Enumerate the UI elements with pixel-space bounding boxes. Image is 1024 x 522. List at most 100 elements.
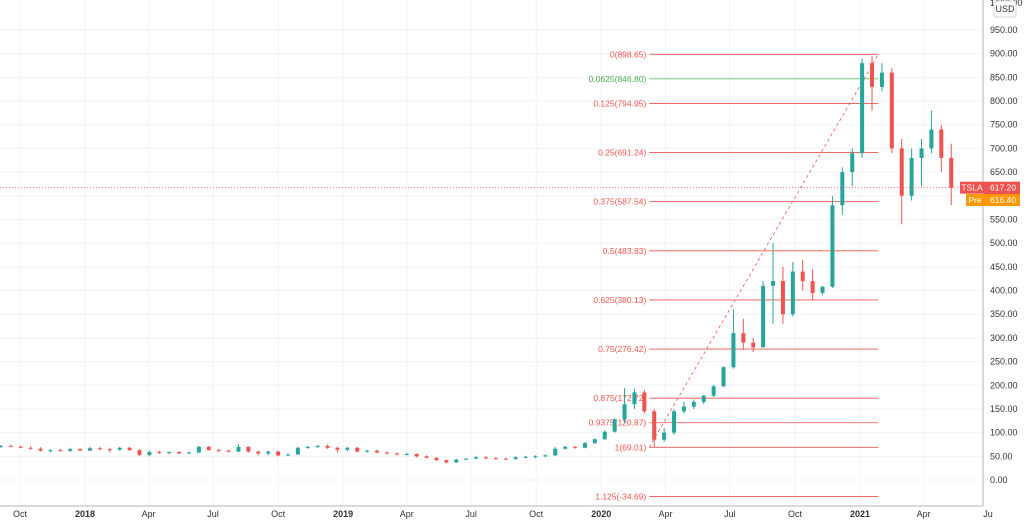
candle [167,451,172,455]
candle [573,445,578,449]
x-tick-label: Oct [271,509,286,519]
fib-level-label: 0.875(172.72) [593,393,646,403]
candle [820,285,825,296]
grid-lines [0,0,983,506]
candle [810,269,815,300]
time-axis[interactable]: Oct 2018 Apr Jul Oct 2019 Apr Jul Oct 2020 Apr Jul O… [13,509,993,519]
candle [612,418,617,433]
candle [681,401,686,414]
fib-trend-line[interactable] [648,54,879,448]
candle [474,455,479,460]
svg-text:617.20: 617.20 [990,183,1016,193]
candle [8,444,13,448]
candle [236,444,241,453]
fib-level-label: 0.375(587.54) [593,197,646,207]
candle [602,430,607,440]
candle [949,143,954,206]
currency-label: USD [995,4,1015,14]
y-tick-label: 650.00 [990,167,1018,177]
candle [18,445,23,449]
candle [701,394,706,405]
candle [483,456,488,460]
candle [899,138,904,225]
y-tick-label: 500.00 [990,238,1018,248]
candle [711,385,716,398]
y-tick-label: 450.00 [990,262,1018,272]
candle [622,388,627,424]
symbol-badge: TSLA [960,181,984,194]
fib-level-label: 0.0625(846.80) [589,74,647,84]
candle [335,446,340,453]
y-tick-label: 550.00 [990,214,1018,224]
candle [285,453,290,457]
candle [870,56,875,111]
y-tick-label: 750.00 [990,120,1018,130]
candle [186,451,191,454]
fibonacci-levels[interactable]: 0(898.65) 0.0625(846.80) 0.125(794.95) 0.25… [589,49,879,501]
candle [582,442,587,449]
candles [0,56,954,464]
x-tick-label: 2020 [591,509,611,519]
x-tick-label: Oct [529,509,544,519]
candle [919,138,924,187]
y-tick-label: 150.00 [990,404,1018,414]
y-tick-label: 100.00 [990,428,1018,438]
x-tick-label: Jul [724,509,736,519]
y-tick-label: 200.00 [990,380,1018,390]
y-tick-label: 400.00 [990,286,1018,296]
candle [662,427,667,443]
candle [790,262,795,317]
candle [751,337,756,353]
candle [196,445,201,453]
y-tick-label: 50.00 [990,451,1013,461]
candle [256,450,261,456]
svg-text:616.40: 616.40 [990,195,1016,205]
candle [177,451,182,454]
x-tick-label: Ju [983,509,993,519]
candle [68,447,73,452]
currency-label-box[interactable]: USD [993,0,1017,18]
candle [226,449,231,453]
candle [137,449,142,456]
candle [939,124,944,173]
candle [830,195,835,289]
price-axis-background[interactable] [983,0,1024,506]
svg-text:TSLA: TSLA [961,183,983,193]
fib-level-label: 0.5(483.83) [603,246,647,256]
fib-level-label: 0.75(276.42) [598,344,646,354]
candle [97,446,102,451]
candle [58,448,63,452]
candle [424,455,429,459]
candle [38,447,43,452]
candle [0,444,3,448]
candle [741,318,746,350]
time-axis-background[interactable] [0,506,1024,522]
candle [929,110,934,154]
fib-level-label: 0.125(794.95) [593,98,646,108]
candle [592,438,597,444]
candle [78,448,83,452]
candle [276,450,281,457]
y-tick-label: 0.00 [990,475,1008,485]
candle [533,455,538,459]
candle [394,452,399,456]
candle [88,446,92,452]
x-tick-label: Jul [465,509,477,519]
candle [889,67,894,154]
candle [553,446,558,456]
candle [28,446,33,450]
fib-level-label: 1(69.01) [615,442,647,452]
y-tick-label: 850.00 [990,72,1018,82]
candle [434,457,439,462]
candle [157,450,162,454]
candle [325,444,330,449]
y-tick-label: 700.00 [990,143,1018,153]
x-tick-label: 2019 [333,509,353,519]
candle [127,446,132,451]
svg-text:Pre: Pre [968,195,982,205]
candle [771,243,776,324]
candle [761,281,766,348]
